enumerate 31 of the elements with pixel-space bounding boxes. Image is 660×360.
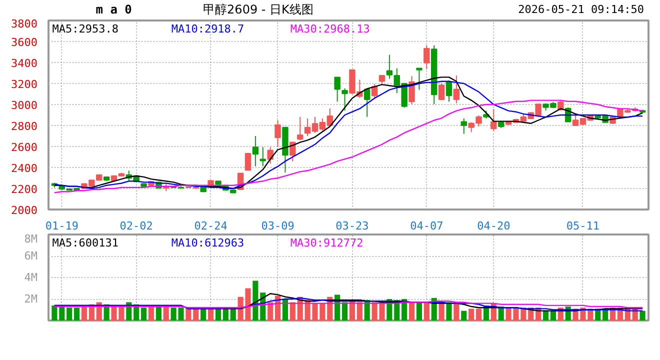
- x-tick-label: 01-19: [45, 220, 78, 232]
- y-tick-label: 8M: [24, 232, 38, 246]
- chart-title: 甲醇2609 - 日K线图: [203, 2, 314, 16]
- text: MA5:2953.8: [52, 22, 118, 36]
- y-tick-label: 2200: [11, 183, 38, 196]
- x-tick-label: 05-11: [566, 220, 600, 232]
- y-tick-label: 2000: [11, 204, 38, 217]
- text: MA30:912772: [290, 236, 364, 250]
- x-tick-label: 02-24: [194, 220, 228, 232]
- y-tick-label: 4M: [24, 271, 38, 284]
- text: m a 0: [96, 2, 132, 16]
- y-tick-label: 3800: [11, 18, 38, 30]
- y-tick-label: 3400: [11, 57, 38, 70]
- x-tick-label: 03-09: [261, 220, 294, 232]
- y-tick-label: 2600: [11, 141, 38, 154]
- y-tick-label: 3000: [11, 99, 38, 112]
- y-tick-label: 2M: [24, 292, 38, 306]
- text: MA10:2918.7: [171, 22, 244, 36]
- x-tick-label: 04-20: [477, 220, 510, 232]
- y-tick-label: 3600: [11, 36, 38, 49]
- x-tick-label: 03-23: [336, 220, 369, 232]
- y-tick-label: 3200: [11, 78, 38, 91]
- text: 2026-05-21 09:14:50: [518, 3, 644, 16]
- text: MA10:612963: [171, 236, 244, 250]
- x-tick-label: 02-02: [120, 220, 153, 232]
- y-tick-label: 2800: [11, 120, 38, 133]
- text: MA5:600131: [52, 236, 118, 250]
- y-tick-label: 6M: [24, 250, 38, 262]
- text: MA30:2968.13: [290, 22, 370, 36]
- x-tick-label: 04-07: [410, 220, 444, 232]
- y-tick-label: 2400: [11, 162, 38, 175]
